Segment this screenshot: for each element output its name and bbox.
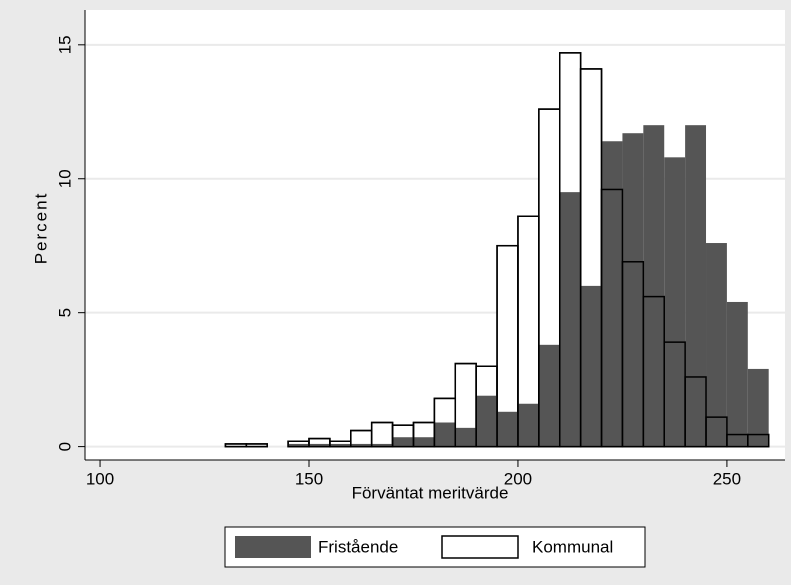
- bar: [350, 443, 372, 447]
- bar: [747, 368, 769, 447]
- x-tick-label: 150: [295, 469, 323, 488]
- bar: [601, 141, 623, 447]
- bar: [685, 125, 707, 447]
- bar: [476, 395, 498, 447]
- bar: [413, 437, 435, 447]
- legend-swatch: [441, 535, 519, 559]
- bar: [517, 403, 539, 447]
- bar-outline: [245, 443, 268, 448]
- bar: [309, 443, 330, 447]
- bar: [706, 243, 727, 447]
- bar: [664, 157, 686, 447]
- bar: [371, 443, 393, 447]
- bar: [726, 301, 748, 447]
- bar: [392, 437, 414, 447]
- bar-outline: [705, 416, 728, 448]
- legend-label: Fristående: [318, 537, 398, 556]
- bar: [455, 427, 477, 447]
- bar-outline: [684, 376, 707, 448]
- x-axis-label: Förväntat meritvärde: [352, 483, 509, 502]
- bar: [643, 125, 665, 447]
- y-tick-label: 10: [55, 169, 74, 188]
- bar: [434, 422, 456, 447]
- legend-swatch: [235, 536, 311, 558]
- legend-label: Kommunal: [532, 537, 613, 556]
- bar: [329, 443, 351, 447]
- bar: [497, 411, 518, 447]
- bar-outline: [747, 433, 770, 448]
- bar: [288, 443, 309, 447]
- x-tick-label: 200: [504, 469, 532, 488]
- y-tick-label: 15: [55, 35, 74, 54]
- y-axis-label: Percent: [31, 192, 50, 265]
- y-tick-label: 5: [55, 308, 74, 317]
- bar: [538, 344, 560, 447]
- bar: [622, 133, 644, 447]
- y-tick-label: 0: [55, 442, 74, 451]
- bar: [580, 285, 602, 447]
- bar: [559, 192, 581, 447]
- bar: [370, 421, 394, 448]
- x-tick-label: 250: [713, 469, 741, 488]
- x-tick-label: 100: [86, 469, 114, 488]
